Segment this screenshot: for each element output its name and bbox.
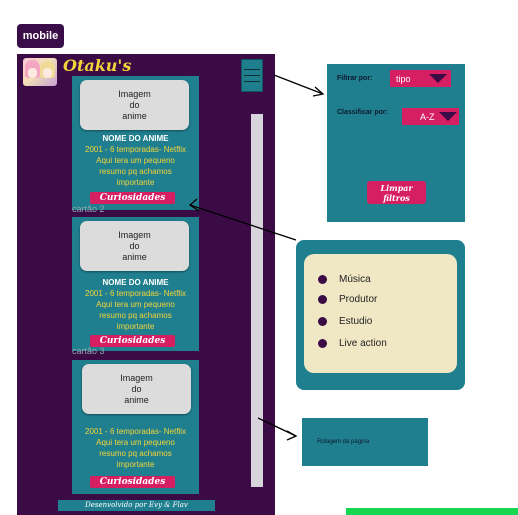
card-label: cartão 3 [72, 346, 105, 356]
menu-item-label: Produtor [339, 294, 378, 305]
card-label: cartão 2 [72, 204, 105, 214]
menu-item-label: Live action [339, 338, 387, 349]
menu-panel: Música Produtor Estudio Live action [296, 240, 465, 390]
curiosidades-button[interactable]: Curiosidades [90, 192, 175, 204]
arrow-head-icon [286, 430, 298, 441]
anime-info: 2001 - 6 temporadas- Netflix Aqui tera u… [85, 145, 186, 187]
anime-card: Imagem do anime NOME DO ANIME 2001 - 6 t… [72, 217, 199, 351]
sort-select[interactable]: A-Z [402, 108, 459, 125]
anime-image-placeholder: Imagem do anime [80, 221, 189, 271]
bullet-icon [318, 275, 327, 284]
filter-value: tipo [396, 73, 411, 84]
green-bar [346, 508, 518, 515]
menu-item-live-action[interactable]: Live action [318, 338, 387, 349]
bullet-icon [318, 317, 327, 326]
footer: Desenvolvido por Evy & Flav [58, 500, 215, 511]
scroll-note: Rolagem da página [302, 418, 428, 466]
scrollbar[interactable] [251, 114, 263, 487]
menu-item-produtor[interactable]: Produtor [318, 294, 377, 305]
anime-girls-logo-icon [23, 58, 57, 86]
brand-title: Otaku's [63, 56, 132, 75]
bullet-icon [318, 295, 327, 304]
mobile-label: mobile [17, 24, 64, 48]
menu-item-estudio[interactable]: Estudio [318, 316, 372, 327]
clear-filters-button[interactable]: Limpar filtros [367, 181, 426, 204]
anime-name: NOME DO ANIME [102, 134, 169, 143]
menu-item-musica[interactable]: Música [318, 274, 371, 285]
filter-label: Filtrar por: [337, 75, 373, 82]
anime-image-placeholder: Imagem do anime [82, 364, 191, 414]
filter-panel: Filtrar por: tipo Classificar por: A-Z L… [327, 64, 465, 222]
anime-name: NOME DO ANIME [102, 278, 169, 287]
anime-image-placeholder: Imagem do anime [80, 80, 189, 130]
anime-info: 2001 - 6 temporadas- Netflix Aqui tera u… [85, 427, 186, 469]
anime-card: Imagem do anime NOME DO ANIME 2001 - 6 t… [72, 76, 199, 210]
menu-line-icon [244, 81, 260, 82]
sort-value: A-Z [420, 111, 435, 122]
menu-line-icon [244, 69, 260, 70]
anime-info: 2001 - 6 temporadas- Netflix Aqui tera u… [85, 289, 186, 331]
dropdown-arrow-icon [439, 112, 457, 121]
arrow-head-icon [312, 86, 325, 97]
sort-label: Classificar por: [337, 109, 388, 116]
hamburger-menu-button[interactable] [241, 59, 263, 92]
menu-item-label: Estudio [339, 316, 373, 327]
anime-card: Imagem do anime 2001 - 6 temporadas- Net… [72, 360, 199, 494]
arrow-to-filter [273, 74, 324, 95]
filter-select[interactable]: tipo [390, 70, 451, 87]
dropdown-arrow-icon [429, 74, 447, 83]
menu-item-label: Música [339, 274, 371, 285]
curiosidades-button[interactable]: Curiosidades [90, 476, 175, 488]
menu-list: Música Produtor Estudio Live action [304, 254, 457, 373]
arrow-head-icon [188, 198, 200, 212]
arrow-to-menu [189, 204, 297, 241]
bullet-icon [318, 339, 327, 348]
curiosidades-button[interactable]: Curiosidades [90, 335, 175, 347]
menu-line-icon [244, 75, 260, 76]
